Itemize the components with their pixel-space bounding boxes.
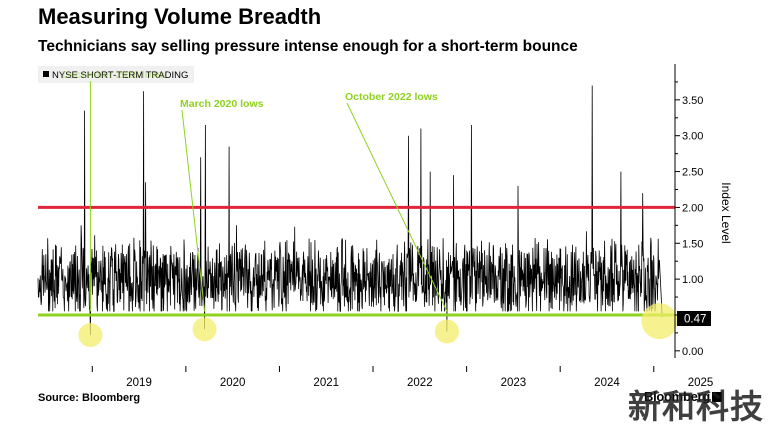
terminal-icon (711, 392, 722, 402)
x-ticks: 2019 2020 2021 2022 2023 2024 2025 (91, 366, 714, 389)
highlight-circles (78, 303, 678, 348)
legend-swatch (43, 71, 49, 77)
legend-box (38, 66, 194, 83)
x-tick-label: 2020 (220, 377, 246, 389)
brand-text: Bloomberg (644, 389, 710, 404)
annotation-pointer (346, 102, 448, 312)
x-tick-label: 2025 (688, 377, 714, 389)
reference-lines (38, 205, 675, 317)
series-layer (37, 85, 663, 336)
last-value-tag (677, 311, 711, 326)
x-tick-label: 2023 (501, 377, 527, 389)
annotations: December 2018 lows March 2020 lows October… (62, 69, 448, 312)
legend-label: NYSE SHORT-TERM TRADING (52, 70, 188, 81)
series-line-nyse (37, 85, 663, 336)
chart-title: Measuring Volume Breadth (38, 4, 322, 29)
x-tick-label: 2024 (594, 377, 620, 389)
y-tick-label: 2.00 (682, 202, 703, 214)
highlight-circle (78, 323, 103, 348)
y-tick-label: 0.00 (682, 346, 703, 358)
source-note: Source: Bloomberg (38, 392, 141, 404)
annotation-label: December 2018 lows (62, 69, 165, 81)
highlight-circle (192, 317, 217, 342)
highlight-circle (641, 303, 678, 340)
highlight-circle (434, 319, 459, 344)
watermark: 新和科技 (628, 388, 764, 425)
y-tick-label: 1.50 (682, 238, 703, 250)
x-tick-label: 2019 (126, 377, 152, 389)
y-tick-label: 2.50 (682, 167, 703, 179)
last-value-label: 0.47 (684, 314, 706, 326)
chart-subtitle: Technicians say selling pressure intense… (38, 38, 578, 55)
y-axis-label: Index Level (719, 182, 733, 243)
x-tick-label: 2021 (313, 377, 339, 389)
annotation-label: March 2020 lows (180, 98, 264, 110)
annotation-pointer (181, 109, 206, 312)
annotation-label: October 2022 lows (345, 91, 438, 103)
y-tick-label: 1.00 (682, 274, 703, 286)
bloomberg-logo: Bloomberg (644, 389, 722, 404)
y-tick-label: 3.50 (682, 95, 703, 107)
y-tick-label: 3.00 (682, 131, 703, 143)
x-tick-label: 2022 (407, 377, 433, 389)
